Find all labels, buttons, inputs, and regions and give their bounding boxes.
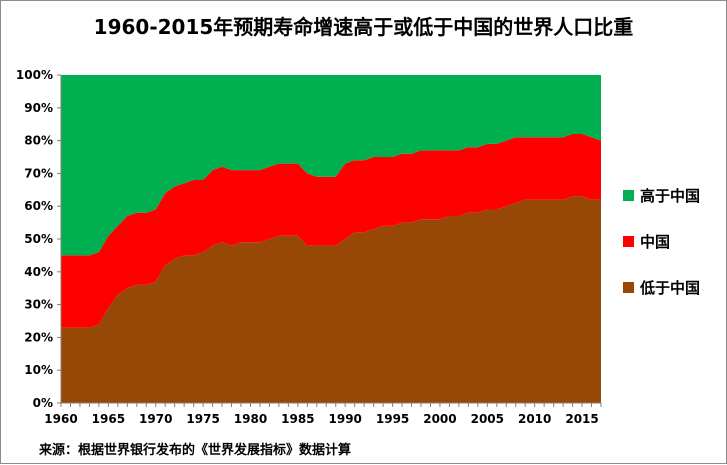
y-tick-label: 50%: [24, 232, 53, 246]
y-tick-label: 10%: [24, 363, 53, 377]
y-tick-label: 90%: [24, 101, 53, 115]
legend-swatch-lower: [623, 281, 634, 293]
x-tick-label: 1965: [92, 412, 125, 426]
legend-item-higher: 高于中国: [623, 184, 700, 206]
y-tick-label: 30%: [24, 298, 53, 312]
x-tick-label: 2015: [565, 412, 598, 426]
y-tick-label: 60%: [24, 199, 53, 213]
x-tick-label: 2000: [423, 412, 456, 426]
legend-swatch-china: [623, 235, 634, 247]
y-tick-label: 20%: [24, 330, 53, 344]
x-tick-label: 1975: [186, 412, 219, 426]
x-tick-label: 1980: [234, 412, 267, 426]
x-tick-label: 1960: [44, 412, 77, 426]
y-tick-label: 100%: [16, 68, 53, 82]
area-series-1: [61, 134, 601, 328]
legend-label-higher: 高于中国: [640, 186, 701, 205]
source-note: 来源：根据世界银行发布的《世界发展指标》数据计算: [39, 443, 352, 458]
legend-label-lower: 低于中国: [640, 278, 701, 297]
legend-swatch-higher: [623, 189, 634, 201]
y-tick-label: 80%: [24, 134, 53, 148]
area-series-0: [61, 196, 601, 403]
legend-label-china: 中国: [640, 232, 671, 251]
x-tick-label: 2005: [471, 412, 504, 426]
x-tick-label: 1995: [376, 412, 409, 426]
x-tick-label: 1985: [281, 412, 314, 426]
y-tick-label: 70%: [24, 166, 53, 180]
x-tick-label: 2010: [518, 412, 551, 426]
legend-item-china: 中国: [623, 230, 670, 252]
legend-item-lower: 低于中国: [623, 276, 700, 298]
x-tick-label: 1970: [139, 412, 172, 426]
chart-title: 1960-2015年预期寿命增速高于或低于中国的世界人口比重: [93, 15, 634, 39]
x-tick-label: 1990: [329, 412, 362, 426]
area-series-2: [61, 75, 601, 256]
y-tick-label: 0%: [33, 396, 53, 410]
y-tick-label: 40%: [24, 265, 53, 279]
